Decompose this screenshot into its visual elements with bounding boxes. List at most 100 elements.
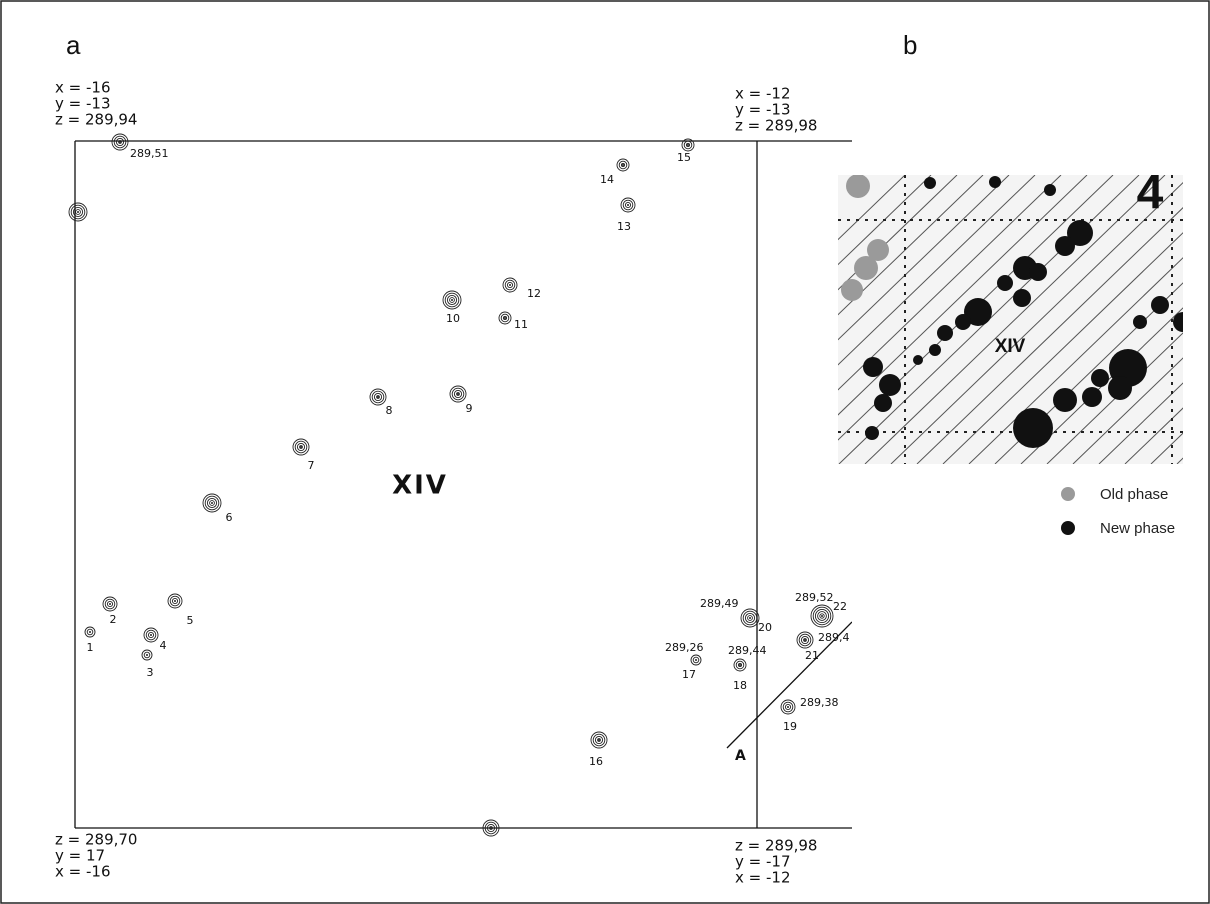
post-center <box>622 164 624 166</box>
post-center <box>695 659 697 661</box>
elevation-label: 289,4 <box>818 631 850 644</box>
new-phase-post <box>929 344 941 356</box>
hatch-line <box>942 232 1183 464</box>
post-ring <box>733 658 747 672</box>
inset-map <box>838 175 1183 464</box>
post <box>498 311 512 325</box>
post <box>111 133 129 151</box>
post <box>810 604 834 628</box>
post-ring <box>782 701 794 713</box>
post-ring <box>618 160 628 170</box>
elevation-label: 289,51 <box>130 147 169 160</box>
post-ring <box>376 395 380 399</box>
post-label: 17 <box>682 668 696 681</box>
post-label: 6 <box>226 511 233 524</box>
post-ring <box>740 608 760 628</box>
plan <box>68 133 852 837</box>
hatch-line <box>890 182 1183 464</box>
post-ring <box>690 654 702 666</box>
post-label: 21 <box>805 649 819 662</box>
post <box>620 197 636 213</box>
post <box>143 627 159 643</box>
new-phase-post <box>1013 289 1031 307</box>
post-ring <box>446 294 458 306</box>
post-ring <box>592 733 606 747</box>
post-ring <box>742 610 758 626</box>
post-ring <box>84 626 96 638</box>
post-ring <box>504 279 516 291</box>
post-ring <box>489 826 493 830</box>
corner-coordinate: y = -13 <box>55 95 110 113</box>
hatch-line <box>838 175 1010 341</box>
old-phase-post <box>841 279 863 301</box>
new-phase-post <box>1055 236 1075 256</box>
post-center <box>509 284 511 286</box>
post-center <box>457 393 459 395</box>
panel-label: b <box>903 30 917 60</box>
post-label: 15 <box>677 151 691 164</box>
post <box>733 658 747 672</box>
new-phase-post <box>874 394 892 412</box>
post-center <box>150 634 152 636</box>
post-ring <box>106 600 114 608</box>
corner-coordinate: z = 289,98 <box>735 837 817 855</box>
post-label: 22 <box>833 600 847 613</box>
hatch-line <box>838 175 958 291</box>
post-ring <box>449 297 455 303</box>
old-phase-post <box>854 256 878 280</box>
post-ring <box>796 631 814 649</box>
panel-label: a <box>66 30 81 60</box>
post <box>141 649 153 661</box>
post-label: 10 <box>446 312 460 325</box>
post-ring <box>296 442 306 452</box>
post-center <box>77 211 79 213</box>
post-center <box>174 600 176 602</box>
post-center <box>451 299 453 301</box>
post-ring <box>145 629 157 641</box>
new-phase-post <box>1067 220 1093 246</box>
post-ring <box>451 387 465 401</box>
post-center <box>749 617 751 619</box>
post-ring <box>683 140 693 150</box>
post-ring <box>202 493 222 513</box>
post-ring <box>597 738 601 742</box>
post <box>167 593 183 609</box>
inset-sector-label: 4 <box>1137 167 1164 220</box>
corner-coordinate: y = -17 <box>735 853 790 871</box>
post-center <box>377 396 379 398</box>
post <box>84 626 96 638</box>
post-ring <box>692 656 700 664</box>
corner-coordinate: x = -16 <box>55 863 110 881</box>
hatch-line <box>864 175 1166 464</box>
post <box>369 388 387 406</box>
post-label: 9 <box>466 402 473 415</box>
post-ring <box>292 438 310 456</box>
post-ring <box>812 606 832 626</box>
post-ring <box>167 593 183 609</box>
elevation-label: 289,26 <box>665 641 704 654</box>
post-ring <box>209 500 215 506</box>
post-center <box>598 739 600 741</box>
post-ring <box>449 385 467 403</box>
post-ring <box>594 735 604 745</box>
elevation-label: 289,52 <box>795 591 834 604</box>
corner-coordinate: x = -12 <box>735 85 790 103</box>
post-label: 4 <box>160 639 167 652</box>
hatch-line <box>1072 357 1183 464</box>
post-ring <box>784 703 792 711</box>
new-phase-post <box>1173 312 1183 332</box>
new-phase-post <box>964 298 992 326</box>
new-phase-post <box>1151 296 1169 314</box>
hatch-line <box>1098 382 1183 464</box>
hatch-line <box>838 175 984 316</box>
post-center <box>211 502 213 504</box>
post-ring <box>371 390 385 404</box>
hatch-line <box>838 175 1088 416</box>
post-ring <box>204 495 220 511</box>
post-ring <box>171 597 179 605</box>
post <box>690 654 702 666</box>
post-center <box>300 446 302 448</box>
post-label: 18 <box>733 679 747 692</box>
post-center <box>490 827 492 829</box>
